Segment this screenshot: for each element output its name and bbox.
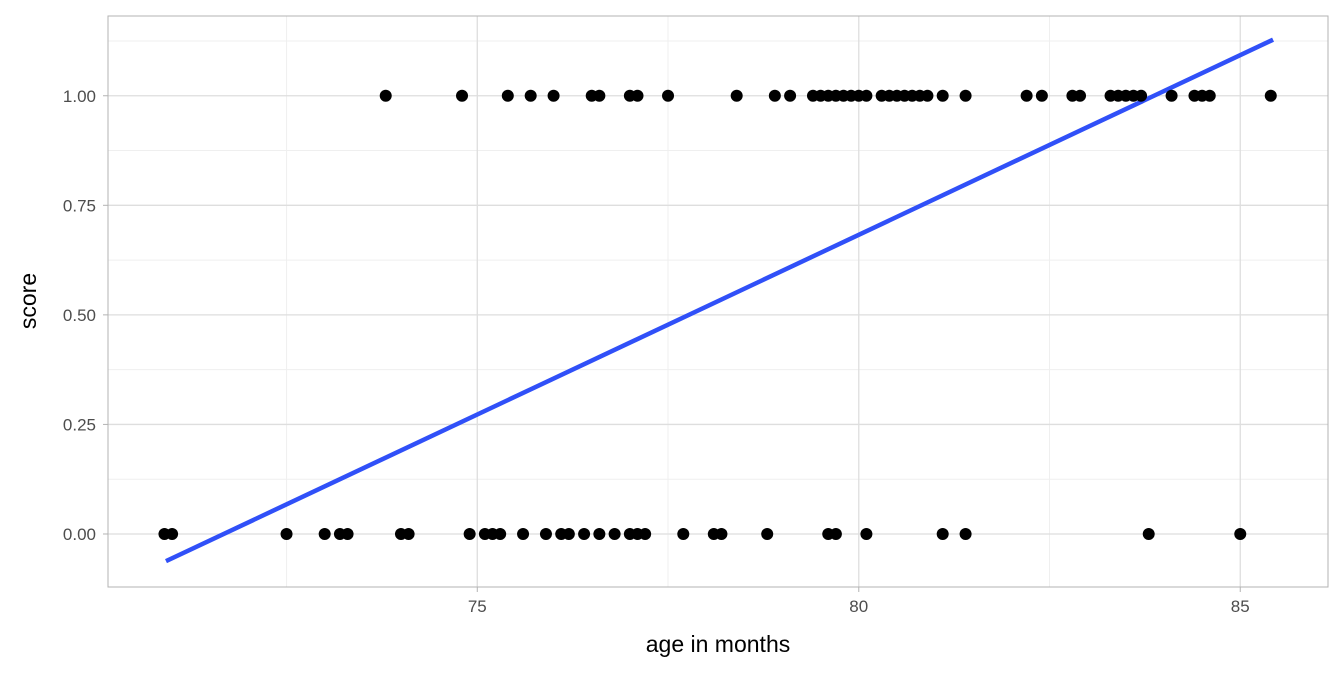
- y-tick-label: 0.75: [63, 196, 96, 215]
- data-point: [784, 89, 797, 102]
- data-point: [1165, 89, 1178, 102]
- data-point: [1035, 89, 1048, 102]
- data-point: [1020, 89, 1033, 102]
- data-point: [662, 89, 675, 102]
- fit-line-layer: [165, 37, 1275, 564]
- x-axis: 75 80 85: [468, 587, 1250, 616]
- panel-border: [107, 15, 1329, 588]
- data-point: [730, 89, 743, 102]
- data-point: [639, 527, 652, 540]
- data-point: [547, 89, 560, 102]
- data-point: [166, 527, 179, 540]
- data-point: [860, 89, 873, 102]
- data-point: [456, 89, 469, 102]
- data-point: [517, 527, 530, 540]
- data-point: [860, 527, 873, 540]
- data-point: [677, 527, 690, 540]
- y-axis: 0.00 0.25 0.50 0.75 1.00: [63, 87, 108, 544]
- data-point: [1203, 89, 1216, 102]
- data-point: [501, 89, 514, 102]
- data-point: [1135, 89, 1148, 102]
- data-point: [768, 89, 781, 102]
- data-point: [631, 89, 644, 102]
- data-point: [829, 527, 842, 540]
- data-point: [1234, 527, 1247, 540]
- data-point: [280, 527, 293, 540]
- x-tick-label: 75: [468, 597, 487, 616]
- x-tick-label: 85: [1231, 597, 1250, 616]
- data-point: [578, 527, 591, 540]
- data-point: [524, 89, 537, 102]
- data-point: [593, 89, 606, 102]
- grid: [108, 16, 1328, 587]
- data-point: [936, 527, 949, 540]
- data-point: [318, 527, 331, 540]
- points-layer: [158, 89, 1277, 540]
- y-tick-label: 0.00: [63, 525, 96, 544]
- data-point: [402, 527, 415, 540]
- data-point: [1074, 89, 1087, 102]
- y-tick-label: 0.25: [63, 415, 96, 434]
- data-point: [959, 89, 972, 102]
- regression-line: [165, 37, 1275, 564]
- data-point: [715, 527, 728, 540]
- y-tick-label: 1.00: [63, 87, 96, 106]
- x-tick-label: 80: [849, 597, 868, 616]
- y-tick-label: 0.50: [63, 306, 96, 325]
- data-point: [1264, 89, 1277, 102]
- y-axis-title: score: [15, 273, 41, 329]
- data-point: [959, 527, 972, 540]
- data-point: [921, 89, 934, 102]
- data-point: [341, 527, 354, 540]
- data-point: [761, 527, 774, 540]
- data-point: [562, 527, 575, 540]
- data-point: [379, 89, 392, 102]
- data-point: [1142, 527, 1155, 540]
- data-point: [539, 527, 552, 540]
- data-point: [608, 527, 621, 540]
- x-axis-title: age in months: [646, 631, 790, 657]
- data-point: [593, 527, 606, 540]
- data-point: [494, 527, 507, 540]
- data-point: [936, 89, 949, 102]
- data-point: [463, 527, 476, 540]
